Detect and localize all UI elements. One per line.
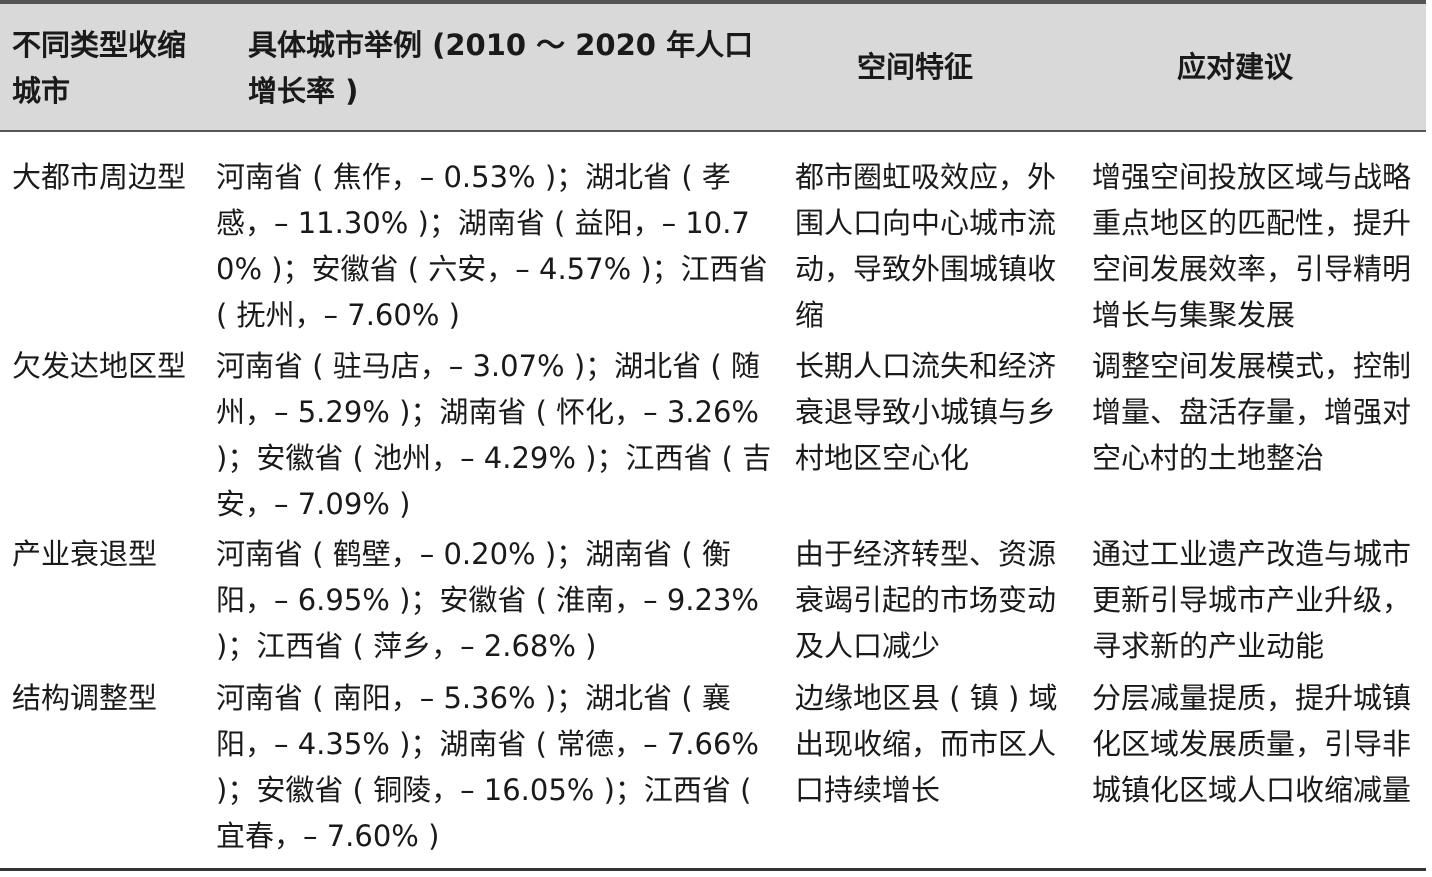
row-spatial: 边缘地区县 ( 镇 ) 域出现收缩，而市区人口持续增长 [795,681,1058,807]
header-type: 不同类型收缩城市 [12,28,187,108]
header-advice: 应对建议 [1176,50,1293,84]
table-header-rule [0,130,1426,132]
row-examples: 河南省 ( 驻马店，– 3.07% )；湖北省 ( 随州，– 5.29% )；湖… [216,349,772,521]
table-top-rule [0,0,1426,4]
row-advice: 增强空间投放区域与战略重点地区的匹配性，提升空间发展效率，引导精明增长与集聚发展 [1092,160,1412,332]
row-type: 大都市周边型 [12,160,187,194]
row-type: 欠发达地区型 [12,349,187,383]
header-spatial: 空间特征 [856,50,973,84]
header-examples: 具体城市举例 (2010 ～ 2020 年人口增长率 ) [248,28,754,108]
row-spatial: 都市圈虹吸效应，外围人口向中心城市流动，导致外围城镇收缩 [795,160,1057,332]
row-examples: 河南省 ( 鹤壁，– 0.20% )；湖南省 ( 衡阳，– 6.95% )；安徽… [216,537,759,663]
row-advice: 分层减量提质，提升城镇化区域发展质量，引导非城镇化区域人口收缩减量 [1092,681,1412,807]
table-bottom-rule [0,868,1426,871]
row-type: 结构调整型 [12,681,158,715]
row-examples: 河南省 ( 南阳，– 5.36% )；湖北省 ( 襄阳，– 4.35% )；湖南… [216,681,759,853]
row-advice: 调整空间发展模式，控制增量、盘活存量，增强对空心村的土地整治 [1092,349,1412,475]
row-spatial: 长期人口流失和经济衰退导致小城镇与乡村地区空心化 [795,349,1057,475]
row-examples: 河南省 ( 焦作，– 0.53% )；湖北省 ( 孝感，– 11.30% )；湖… [216,160,768,332]
row-spatial: 由于经济转型、资源衰竭引起的市场变动及人口减少 [795,537,1057,663]
table-header [0,4,1426,130]
row-type: 产业衰退型 [12,537,158,571]
row-advice: 通过工业遗产改造与城市更新引导城市产业升级，寻求新的产业动能 [1092,537,1412,663]
